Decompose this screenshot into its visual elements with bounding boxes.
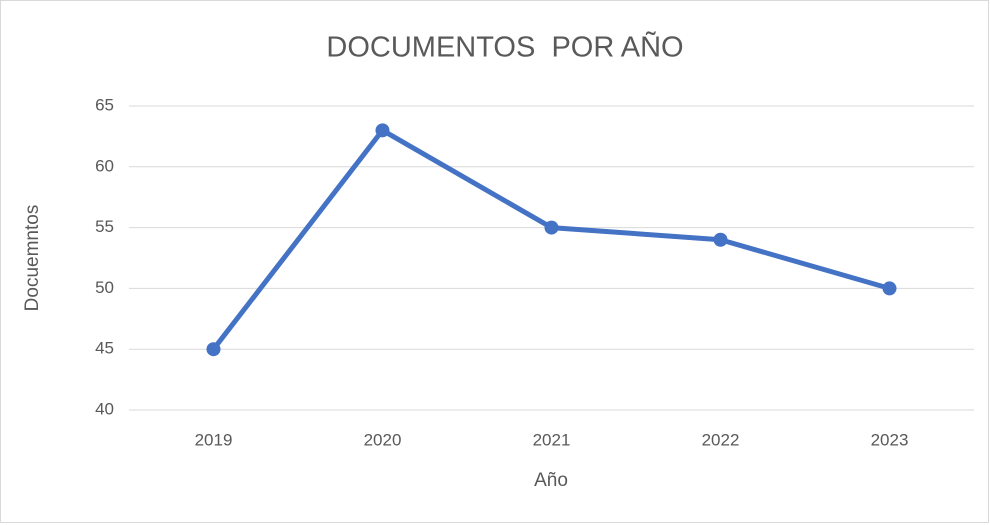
x-tick-label: 2019 bbox=[195, 430, 233, 449]
x-tick-label: 2022 bbox=[702, 430, 740, 449]
x-axis-title: Año bbox=[534, 470, 568, 491]
x-tick-label: 2023 bbox=[871, 430, 909, 449]
y-tick-label: 50 bbox=[95, 278, 114, 297]
y-axis-title: Docuemntos bbox=[22, 205, 43, 312]
marker bbox=[713, 232, 728, 247]
y-tick-label: 45 bbox=[95, 339, 114, 358]
marker bbox=[544, 220, 559, 235]
y-tick-label: 60 bbox=[95, 156, 114, 175]
y-tick-label: 40 bbox=[95, 399, 114, 418]
y-tick-label: 55 bbox=[95, 217, 114, 236]
marker bbox=[882, 281, 897, 296]
x-tick-label: 2021 bbox=[533, 430, 571, 449]
y-tick-label: 65 bbox=[95, 95, 114, 114]
marker bbox=[375, 123, 390, 138]
marker bbox=[206, 342, 221, 357]
chart-title: DOCUMENTOS POR AÑO bbox=[326, 30, 683, 64]
x-tick-label: 2020 bbox=[364, 430, 402, 449]
